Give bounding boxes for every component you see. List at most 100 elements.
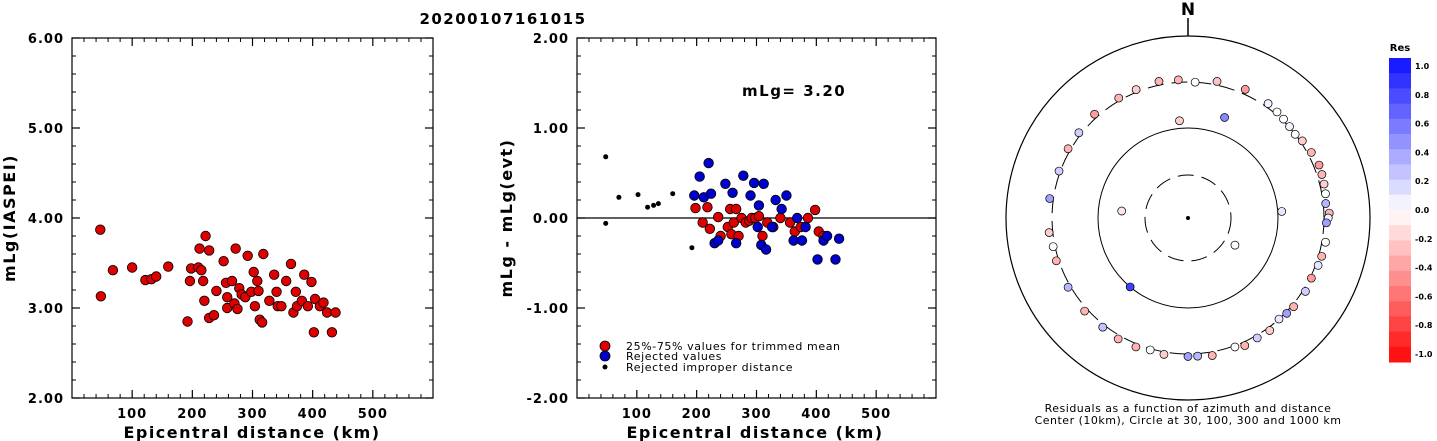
colorbar-cell [1389,210,1411,226]
left-data-point [126,262,138,273]
residual-data-point [713,211,724,223]
station-point [1044,228,1054,237]
left-data-point [184,275,196,287]
left-data-point [200,230,211,242]
residual-data-point [738,170,749,181]
station-point [1263,99,1273,108]
residual-data-point [748,177,760,189]
station-point [1317,170,1327,179]
residual-data-point [757,230,768,242]
colorbar-tick-label: -1.0 [1415,350,1433,359]
station-point [1307,273,1316,283]
station-point [1113,334,1123,344]
residual-data-point [821,230,833,242]
left-data-point [285,258,297,270]
colorbar-tick-label: -0.2 [1415,235,1433,244]
station-point [1282,308,1292,318]
station-point [1045,194,1055,203]
station-point [1297,136,1307,146]
polar-caption-line2: Center (10km), Circle at 30, 100, 300 an… [1035,414,1342,427]
left-data-point [271,286,282,298]
left-scatter-panel: 2.00 3.00 4.00 5.00 6.00 100 200 300 400 500 mLg… [0,32,434,441]
residual-data-point [705,188,717,199]
residual-data-point [703,157,714,169]
residual-data-point [796,235,808,246]
left-x-axis-label: Epicentral distance (km) [123,423,380,441]
colorbar-cell [1389,73,1411,89]
station-point [1063,144,1073,154]
residual-data-point [713,235,724,246]
station-point [1317,251,1327,261]
station-point [1319,179,1329,189]
left-data-point [208,310,220,321]
left-data-point [326,327,338,338]
residual-data-point [694,171,705,182]
colorbar-cell [1389,286,1411,302]
colorbar-tick-label: -0.6 [1415,292,1433,301]
left-y-tick-label: 4.00 [28,212,64,227]
left-x-tick-label: 400 [298,407,328,422]
left-data-point [194,243,205,254]
residual-data-point [730,203,742,215]
residual-data-point [800,221,811,233]
station-point [1183,352,1193,361]
residual-colorbar: Res 1.0 0.8 0.6 0.4 0.2 0.0 -0.2 -0.4 -0.6 -0.8 -1… [1389,43,1433,363]
residual-x-tick-label: 300 [741,407,771,422]
residual-x-tick-label: 400 [801,407,831,422]
left-data-point [248,266,259,278]
colorbar-cell [1389,164,1411,181]
colorbar-cell [1389,149,1411,165]
station-point [1207,351,1217,360]
residual-y-axis-label: mLg - mLg(evt) [497,139,516,298]
left-data-point [306,276,317,288]
station-point [1154,77,1164,86]
left-data-point [330,307,341,318]
left-data-point [252,275,263,287]
residual-data-point [603,220,609,226]
mlg-annotation: mLg= 3.20 [742,82,846,100]
colorbar-cell [1389,103,1411,120]
colorbar-tick-label: 0.8 [1415,91,1430,100]
station-point [1321,237,1330,247]
left-data-point [276,301,287,312]
left-data-point [268,269,280,280]
colorbar-cell [1389,301,1411,317]
residual-scatter-panel: -2.00 -1.00 0.00 1.00 2.00 100 200 300 400 500 m… [497,32,937,441]
residual-y-tick-label: -1.00 [527,302,569,317]
left-data-point [163,261,174,272]
colorbar-cell [1389,331,1411,348]
station-point [1321,189,1330,199]
azimuth-residual-panel: N Residuals as a function of azimuth and… [1005,0,1371,427]
left-data-point [211,285,222,297]
station-point [1048,242,1058,252]
station-point [1321,199,1331,208]
residual-data-point [745,190,756,201]
left-data-point [151,271,162,282]
station-point [1252,333,1262,343]
left-x-ticks: 100 200 300 400 500 [83,38,422,422]
north-label: N [1181,0,1195,20]
station-point [1173,75,1183,85]
left-x-tick-label: 500 [358,407,388,422]
station-point [1230,240,1240,250]
residual-data-point [689,190,700,201]
residual-y-tick-label: 1.00 [533,122,569,137]
station-point [1240,341,1250,350]
station-point [1279,114,1288,124]
station-point [1159,350,1169,359]
residual-x-axis-label: Epicentral distance (km) [626,423,883,441]
residual-data-point [651,202,657,208]
colorbar-cell [1389,346,1411,363]
station-point [1265,326,1275,335]
colorbar-cell [1389,316,1411,333]
left-x-tick-label: 200 [177,407,207,422]
station-point [1117,206,1127,216]
residual-data-point [730,237,742,249]
left-data-point [253,285,264,297]
legend-marker-trimmed-mean [599,340,611,352]
residual-data-point [758,178,769,190]
station-point [1193,351,1203,361]
left-x-tick-label: 300 [237,407,267,422]
colorbar-cell [1389,88,1411,105]
